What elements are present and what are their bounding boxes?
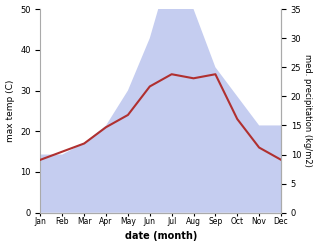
X-axis label: date (month): date (month) — [125, 231, 197, 242]
Y-axis label: max temp (C): max temp (C) — [5, 80, 15, 142]
Y-axis label: med. precipitation (kg/m2): med. precipitation (kg/m2) — [303, 54, 313, 167]
